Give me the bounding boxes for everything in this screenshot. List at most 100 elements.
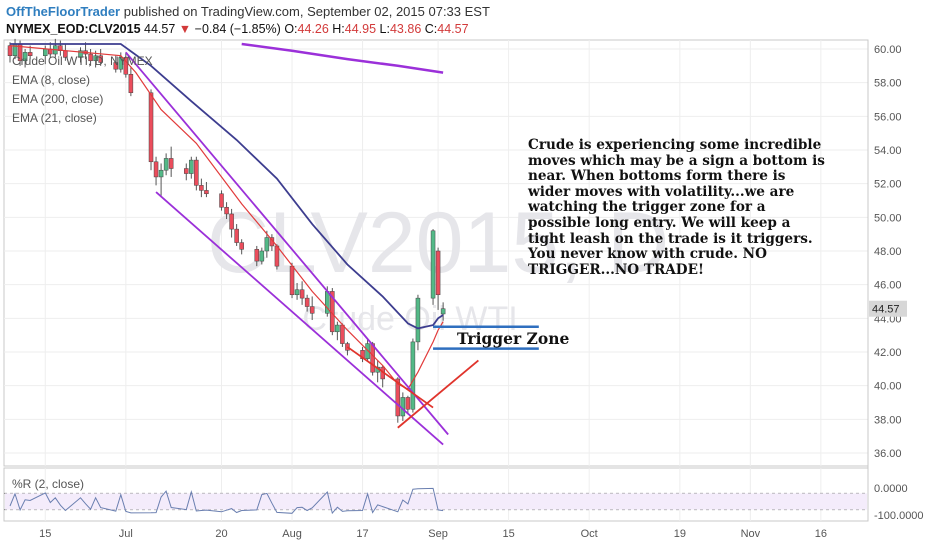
legend-title[interactable]: Crude Oil WTI, D, NYMEX [12,54,153,68]
ema-lines [9,42,444,390]
y-tick-label: 58.00 [874,78,902,90]
candle-body [405,397,411,410]
candle-body [93,55,98,62]
high-label: H: [332,22,345,36]
low-value: 43.86 [389,22,422,36]
y-tick-label: 50.00 [874,212,902,224]
down-arrow-icon: ▼ [178,22,192,36]
author-link[interactable]: OffTheFloorTrader [6,4,121,19]
candle-body [410,341,416,410]
symbol-ticker[interactable]: NYMEX_EOD:CLV2015 [6,22,141,36]
x-tick-label: 17 [356,528,368,540]
x-tick-label: Jul [119,528,133,540]
candle-body [22,52,28,62]
candle-body [415,297,421,343]
y-tick-label: 56.00 [874,111,902,123]
last-price: 44.57 [144,22,176,36]
low-label: L: [379,22,390,36]
legend-ema200[interactable]: EMA (200, close) [12,92,104,106]
candle-body [78,50,83,58]
candle-body [254,249,260,262]
candle-body [27,52,33,56]
trigger-zone [433,325,539,350]
y-tick-label: 38.00 [874,414,902,426]
candle-body [118,57,124,70]
price-change: −0.84 (−1.85%) [194,22,281,36]
candle-body [189,159,194,174]
trendline [155,191,444,446]
y-tick-label: 46.00 [874,280,902,292]
candle-body [229,213,234,230]
close-label: C: [424,22,438,36]
candle-body [194,159,199,186]
candle-body [184,168,189,174]
candle-body [204,190,209,195]
annotation-text: Crude is experiencing some incredible mo… [528,137,825,278]
legend-ema21[interactable]: EMA (21, close) [12,111,97,125]
candle-body [259,250,265,262]
trendlines [125,51,479,446]
chart-header: OffTheFloorTrader published on TradingVi… [6,4,490,19]
published-text: published on TradingView.com, September … [123,4,490,19]
candle-body [168,158,174,169]
ema21-line [10,43,444,330]
symbol-line: NYMEX_EOD:CLV2015 44.57 ▼ −0.84 (−1.85%)… [6,22,469,36]
x-tick-label: Nov [741,528,761,540]
trendline [346,346,434,409]
y-tick-label: 52.00 [874,179,902,191]
candle-body [435,250,441,296]
x-tick-label: Aug [282,528,302,540]
legend-ema8[interactable]: EMA (8, close) [12,73,91,87]
y-tick-label: 60.00 [874,44,902,56]
candle-body [294,289,300,296]
candle-body [199,185,204,191]
y-tick-label: 40.00 [874,381,902,393]
axes: 36.0038.0040.0042.0044.0046.0048.0050.00… [39,40,924,540]
candle-body [234,228,239,243]
open-value: 44.26 [297,22,329,36]
x-tick-label: 15 [502,528,514,540]
y-tick-label: 42.00 [874,347,902,359]
oscillator-tick-label: -100.0000 [874,510,924,522]
indicator-legend: Crude Oil WTI, D, NYMEX EMA (8, close) E… [12,52,153,128]
x-tick-label: 19 [674,528,686,540]
candle-body [123,57,129,75]
close-value: 44.57 [437,22,469,36]
y-tick-label: 48.00 [874,246,902,258]
candle-body [113,62,119,70]
high-value: 44.95 [344,22,377,36]
oscillator-pane [3,467,869,522]
candle-body [395,378,401,417]
x-tick-label: 20 [215,528,227,540]
last-price-label: 44.57 [872,304,900,316]
x-tick-label: Oct [581,528,598,540]
x-tick-label: 15 [39,528,51,540]
candle-body [224,206,229,215]
trigger-zone-label: Trigger Zone [457,329,570,348]
candle-body [153,161,159,178]
candle-body [400,397,406,417]
x-tick-label: Sep [428,528,448,540]
candle-body [163,158,169,171]
candle-body [158,169,164,178]
candle-body [289,265,295,296]
oscillator-line [9,487,444,515]
candle-body [274,245,280,267]
trendline [397,359,479,429]
y-tick-label: 36.00 [874,448,902,460]
candle-body [440,308,446,315]
candle-body [340,324,345,344]
candle-body [219,193,224,208]
candle-body [88,53,93,62]
open-label: O: [284,22,298,36]
x-tick-label: 16 [815,528,827,540]
ema8-line [9,45,444,390]
candle-body [299,289,305,299]
candle-body [335,324,340,333]
trendline [125,51,449,436]
candle-body [148,92,154,163]
candle-body [128,74,134,94]
candle-body [264,237,270,252]
